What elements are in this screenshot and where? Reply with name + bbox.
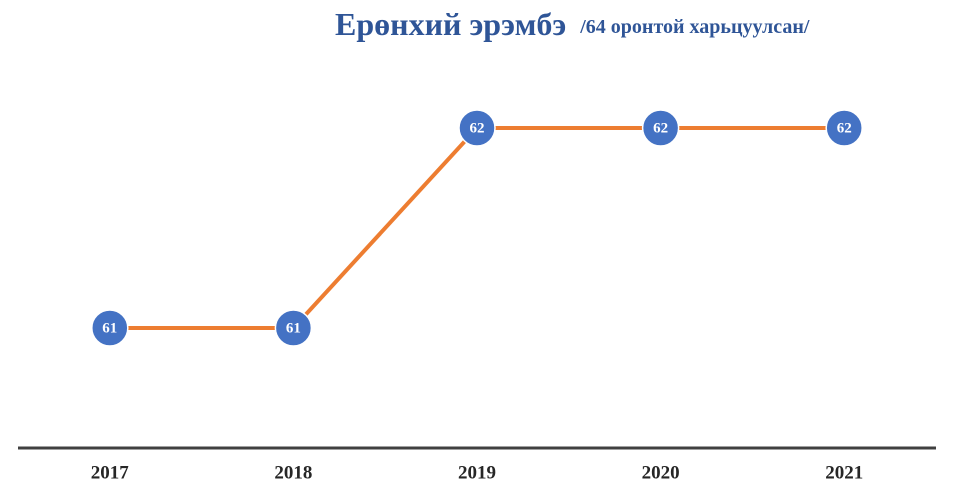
x-tick-label: 2021 xyxy=(825,462,863,483)
data-label: 62 xyxy=(470,120,485,136)
chart-heading: Ерөнхий эрэмбэ /64 оронтой харьцуулсан/ xyxy=(335,6,810,42)
chart-title: Ерөнхий эрэмбэ xyxy=(335,6,566,42)
data-label: 61 xyxy=(102,320,117,336)
data-point xyxy=(825,109,863,147)
data-label: 61 xyxy=(286,320,301,336)
data-point xyxy=(641,109,680,147)
data-label: 62 xyxy=(837,120,852,136)
data-point xyxy=(274,309,313,347)
series-line xyxy=(109,126,845,330)
x-tick-label: 2017 xyxy=(91,462,130,483)
data-label: 62 xyxy=(653,120,668,136)
x-tick-label: 2020 xyxy=(642,462,680,483)
data-point xyxy=(91,309,129,347)
data-point xyxy=(458,109,496,147)
x-tick-label: 2019 xyxy=(458,462,496,483)
x-tick-label: 2018 xyxy=(274,462,312,483)
chart-subtitle: /64 оронтой харьцуулсан/ xyxy=(579,16,810,38)
